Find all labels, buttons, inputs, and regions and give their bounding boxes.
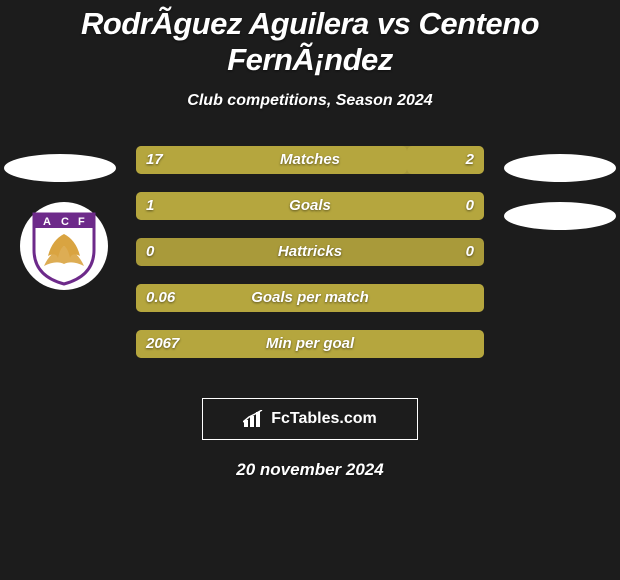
- stat-label: Goals: [136, 192, 484, 220]
- branding-box[interactable]: FcTables.com: [202, 398, 418, 440]
- stat-right-value: 2: [466, 146, 474, 174]
- stat-label: Hattricks: [136, 238, 484, 266]
- club-logo: A C F: [20, 202, 108, 290]
- bar-chart-icon: [243, 410, 265, 428]
- player-ellipse-right-1: [504, 154, 616, 182]
- club-crest-icon: A C F: [28, 206, 100, 286]
- stat-right-value: 0: [466, 192, 474, 220]
- date-line: 20 november 2024: [0, 460, 620, 480]
- stat-right-value: 0: [466, 238, 474, 266]
- svg-text:F: F: [78, 216, 85, 228]
- stat-row-min-per-goal: 2067 Min per goal: [136, 330, 484, 358]
- stat-row-goals-per-match: 0.06 Goals per match: [136, 284, 484, 312]
- stat-label: Matches: [136, 146, 484, 174]
- player-ellipse-right-2: [504, 202, 616, 230]
- svg-text:A: A: [43, 216, 51, 228]
- page-title: RodrÃ­guez Aguilera vs Centeno FernÃ¡nde…: [0, 6, 620, 78]
- branding-text: FcTables.com: [271, 410, 377, 428]
- stat-label: Min per goal: [136, 330, 484, 358]
- page-subtitle: Club competitions, Season 2024: [0, 92, 620, 110]
- stat-label: Goals per match: [136, 284, 484, 312]
- stats-area: A C F 17 Matches 2 1 Goals 0: [0, 146, 620, 386]
- stat-row-hattricks: 0 Hattricks 0: [136, 238, 484, 266]
- player-ellipse-left-1: [4, 154, 116, 182]
- stat-row-matches: 17 Matches 2: [136, 146, 484, 174]
- root: RodrÃ­guez Aguilera vs Centeno FernÃ¡nde…: [0, 0, 620, 480]
- svg-text:C: C: [61, 216, 69, 228]
- stat-row-goals: 1 Goals 0: [136, 192, 484, 220]
- stat-bars: 17 Matches 2 1 Goals 0 0 Hattricks 0: [136, 146, 484, 376]
